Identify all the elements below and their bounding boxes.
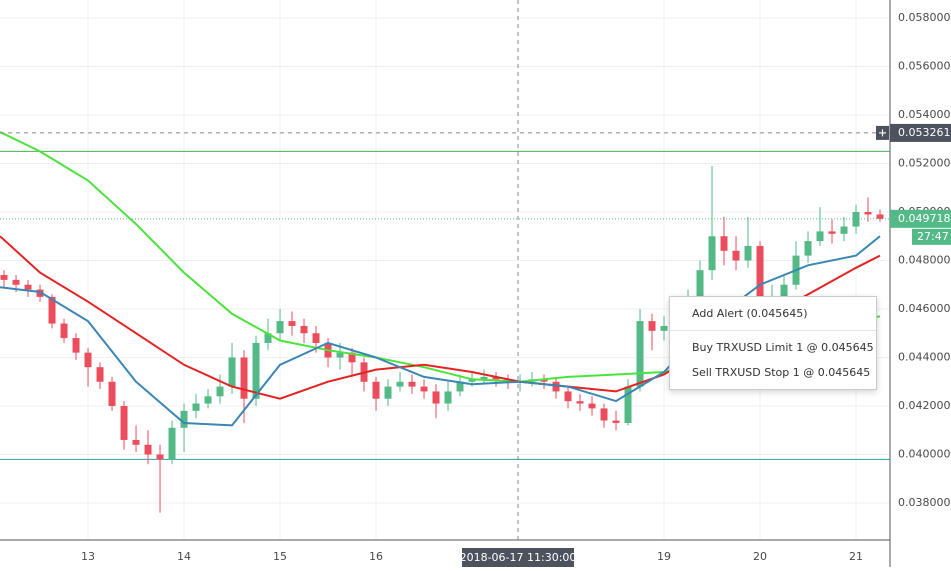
candle-body <box>264 333 272 343</box>
candle-body <box>180 410 188 428</box>
candle-body <box>480 376 488 380</box>
candle-body <box>336 352 344 358</box>
candle-body <box>708 236 716 271</box>
candle-body <box>12 279 20 285</box>
candle-body <box>492 376 500 380</box>
candle-body <box>432 391 440 404</box>
candle-body <box>48 296 56 324</box>
candle-body <box>288 321 296 326</box>
context-menu: Add Alert (0.045645) Buy TRXUSD Limit 1 … <box>669 296 877 390</box>
candle-body <box>300 325 308 334</box>
candle-body <box>564 391 572 402</box>
x-tick-label: 13 <box>81 550 95 563</box>
candle-body <box>624 386 632 423</box>
y-tick-label: 0.054000 <box>898 108 951 121</box>
y-tick-label: 0.042000 <box>898 399 951 412</box>
candle-body <box>96 367 104 382</box>
candle-body <box>348 352 356 363</box>
candle-body <box>312 333 320 343</box>
candle-body <box>612 420 620 423</box>
last-price-label: 0.049718 <box>898 212 951 225</box>
candle-body <box>156 454 164 460</box>
x-tick-label: 16 <box>369 550 383 563</box>
y-tick-label: 0.046000 <box>898 302 951 315</box>
candle-body <box>216 386 224 397</box>
candle-body <box>132 439 140 445</box>
candle-body <box>72 338 80 353</box>
crosshair-price-tag <box>890 123 951 142</box>
x-tick-label: 21 <box>849 550 863 563</box>
y-tick-label: 0.058000 <box>898 11 951 24</box>
candle-body <box>192 403 200 411</box>
x-tick-label: 14 <box>177 550 191 563</box>
candle-body <box>828 231 836 234</box>
y-tick-label: 0.040000 <box>898 447 951 460</box>
y-tick-label: 0.038000 <box>898 496 951 509</box>
add-icon <box>879 129 886 137</box>
candle-body <box>552 381 560 392</box>
x-tick-label: 15 <box>273 550 287 563</box>
candle-body <box>816 231 824 242</box>
y-tick-label: 0.048000 <box>898 253 951 266</box>
candle-body <box>24 284 32 290</box>
x-tick-label: 19 <box>657 550 671 563</box>
candle-body <box>456 381 464 392</box>
candle-body <box>108 381 116 406</box>
candle-body <box>252 342 260 399</box>
countdown-tag <box>912 228 951 245</box>
y-tick-label: 0.044000 <box>898 350 951 363</box>
candle-body <box>576 401 584 404</box>
candle-body <box>720 236 728 251</box>
candle-body <box>444 391 452 404</box>
candle-body <box>648 321 656 331</box>
candle-body <box>384 386 392 399</box>
candle-body <box>756 245 764 305</box>
candle-body <box>84 352 92 368</box>
candle-body <box>876 214 884 219</box>
candle-body <box>864 211 872 215</box>
candle-body <box>168 427 176 460</box>
candle-body <box>780 284 788 297</box>
last-price-tag <box>890 209 951 228</box>
candle-body <box>804 241 812 256</box>
y-tick-label: 0.052000 <box>898 156 951 169</box>
menu-separator <box>670 330 876 331</box>
candle-body <box>0 275 8 280</box>
candle-body <box>408 381 416 387</box>
countdown-label: 27:47 <box>917 230 949 243</box>
candle-body <box>396 381 404 387</box>
candle-body <box>372 381 380 399</box>
candle-body <box>744 245 752 261</box>
y-tick-label: 0.056000 <box>898 59 951 72</box>
candle-body <box>840 226 848 234</box>
candle-body <box>600 408 608 421</box>
candle-body <box>60 323 68 339</box>
candle-body <box>696 270 704 297</box>
candle-body <box>144 444 152 455</box>
candle-body <box>228 357 236 387</box>
candle-body <box>636 321 644 387</box>
candle-body <box>468 379 476 382</box>
candle-body <box>276 321 284 334</box>
candle-body <box>660 325 668 331</box>
candle-body <box>240 357 248 399</box>
candle-body <box>540 379 548 382</box>
candle-body <box>420 386 428 392</box>
crosshair-time-label: 2018-06-17 11:30:00 <box>460 551 577 564</box>
candle-body <box>588 403 596 409</box>
crosshair-price-label: 0.053261 <box>898 126 951 139</box>
candle-body <box>204 396 212 404</box>
candle-body <box>120 405 128 440</box>
menu-item[interactable]: Sell TRXUSD Stop 1 @ 0.045645 <box>692 366 871 379</box>
menu-item[interactable]: Buy TRXUSD Limit 1 @ 0.045645 <box>692 341 874 354</box>
menu-item[interactable]: Add Alert (0.045645) <box>692 307 808 320</box>
crosshair-time-tag <box>462 548 575 567</box>
x-tick-label: 20 <box>753 550 767 563</box>
candle-body <box>852 211 860 227</box>
candle-body <box>36 289 44 297</box>
candle-body <box>732 250 740 261</box>
moving-average-line <box>0 235 881 427</box>
